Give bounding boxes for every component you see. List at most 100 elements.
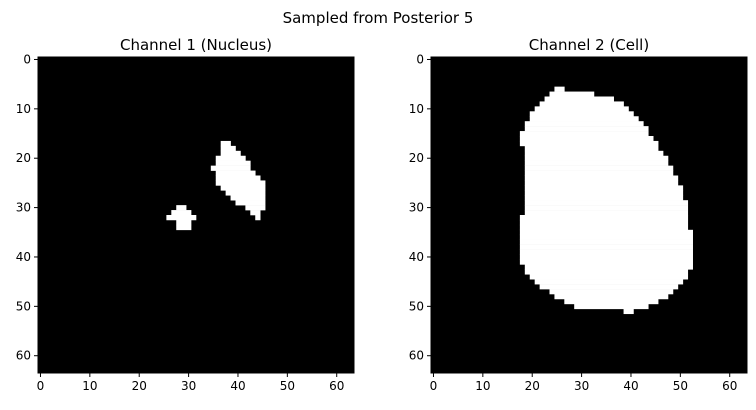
- mask-pixel-row: [215, 175, 261, 181]
- mask-pixel-row: [230, 195, 266, 201]
- y-tick-label: 20: [409, 151, 424, 165]
- mask-pixel-row: [524, 190, 684, 196]
- mask-pixel-row: [524, 165, 674, 171]
- mask-pixel-row: [623, 308, 634, 315]
- mask-pixel-row: [171, 210, 192, 216]
- mask-pixel-row: [539, 101, 624, 107]
- mask-pixel-row: [220, 140, 231, 147]
- x-tick-label: 60: [329, 379, 344, 393]
- mask-pixel-row: [166, 215, 197, 221]
- x-tick-label: 30: [574, 379, 589, 393]
- mask-pixel-row: [250, 210, 261, 216]
- y-tick-label: 10: [409, 102, 424, 116]
- x-tick-label: 40: [623, 379, 638, 393]
- mask-pixel-row: [519, 234, 693, 240]
- x-tick-label: 0: [37, 379, 45, 393]
- y-tick-label: 40: [16, 250, 31, 264]
- mask-pixel-row: [524, 145, 659, 152]
- mask-pixel-row: [534, 106, 629, 112]
- mask-pixel-row: [549, 91, 595, 97]
- x-tick-label: 10: [82, 379, 97, 393]
- mask-pixel-row: [529, 111, 634, 117]
- x-tick-label: 40: [230, 379, 245, 393]
- subplot-panels: Channel 1 (Nucleus) 0 10 20 30 40 50 60 0 10 20 30 4…: [16, 36, 748, 393]
- mask-pixel-row: [574, 303, 649, 310]
- mask-pixel-row: [220, 150, 241, 157]
- mask-pixel-row: [519, 239, 693, 245]
- subplot-title: Channel 2 (Cell): [529, 36, 649, 54]
- y-tick-label: 60: [16, 349, 31, 363]
- mask-pixel-row: [564, 298, 659, 305]
- mask-pixel-row: [524, 180, 679, 186]
- figure-suptitle: Sampled from Posterior 5: [283, 9, 474, 27]
- subplot-1: Channel 1 (Nucleus) 0 10 20 30 40 50 60 0 10 20 30 4…: [16, 36, 355, 393]
- mask-pixel-row: [524, 170, 674, 176]
- mask-pixel-row: [176, 219, 192, 226]
- mask-pixel-row: [524, 264, 693, 270]
- y-tick-label: 30: [409, 201, 424, 215]
- mask-pixel-row: [519, 259, 693, 265]
- mask-pixel-row: [519, 224, 689, 231]
- mask-pixel-row: [524, 205, 689, 211]
- x-tick-label: 20: [132, 379, 147, 393]
- mask-pixel-row: [554, 86, 565, 92]
- y-tick-label: 50: [409, 299, 424, 313]
- y-tick-label: 0: [23, 52, 31, 66]
- x-tick-label: 50: [673, 379, 688, 393]
- mask-pixel-row: [519, 136, 654, 142]
- mask-pixel-row: [529, 274, 689, 280]
- mask-pixel-row: [524, 269, 689, 275]
- x-tick-label: 50: [280, 379, 295, 393]
- x-tick-label: 60: [722, 379, 737, 393]
- x-tick-label: 20: [525, 379, 540, 393]
- x-tick-label: 10: [475, 379, 490, 393]
- mask-pixel-row: [519, 254, 693, 260]
- mask-pixel-row: [210, 165, 251, 171]
- mask-pixel-row: [524, 121, 644, 127]
- mask-pixel-row: [519, 229, 693, 236]
- mask-pixel-row: [225, 190, 266, 196]
- mask-pixel-row: [524, 185, 684, 191]
- mask-pixel-row: [215, 155, 246, 161]
- mask-pixel-row: [519, 215, 689, 221]
- y-tick-label: 60: [409, 349, 424, 363]
- mask-pixel-row: [519, 140, 659, 147]
- axes-frame: [430, 56, 748, 374]
- mask-pixel-row: [215, 170, 256, 176]
- y-tick-label: 0: [416, 52, 424, 66]
- mask-pixel-row: [176, 224, 192, 231]
- mask-pixel-row: [215, 180, 266, 186]
- x-tick-label: 30: [181, 379, 196, 393]
- mask-pixel-row: [524, 195, 684, 201]
- mask-pixel-row: [524, 126, 649, 132]
- mask-pixel-row: [519, 244, 693, 250]
- mask-pixel-row: [176, 205, 187, 211]
- mask-pixel-row: [524, 210, 689, 216]
- mask-pixel-row: [519, 131, 649, 137]
- mask-pixel-row: [524, 155, 669, 161]
- x-tick-label: 0: [430, 379, 438, 393]
- mask-pixel-row: [215, 160, 251, 166]
- mask-pixel-row: [220, 145, 236, 152]
- mask-pixel-row: [235, 200, 266, 206]
- y-tick-label: 10: [16, 102, 31, 116]
- mask-pixel-row: [539, 284, 679, 290]
- y-tick-label: 30: [16, 201, 31, 215]
- mask-pixel-row: [220, 185, 266, 191]
- mask-pixel-row: [524, 175, 679, 181]
- mask-pixel-row: [524, 150, 664, 157]
- mask-pixel-row: [529, 116, 639, 122]
- subplot-title: Channel 1 (Nucleus): [120, 36, 272, 54]
- mask-pixel-row: [255, 215, 261, 221]
- y-tick-label: 20: [16, 151, 31, 165]
- mask-pixel-row: [519, 219, 689, 226]
- mask-pixel-row: [524, 200, 689, 206]
- mask-pixel-row: [245, 205, 266, 211]
- axes-frame: [37, 56, 355, 374]
- subplot-2: Channel 2 (Cell) 0 10 20 30 40 50 60 0 10 20 30 40 50…: [409, 36, 748, 393]
- mask-pixel-row: [544, 96, 614, 102]
- mask-pixel-row: [554, 294, 669, 300]
- mask-pixel-row: [549, 289, 674, 295]
- mask-pixel-row: [524, 160, 669, 166]
